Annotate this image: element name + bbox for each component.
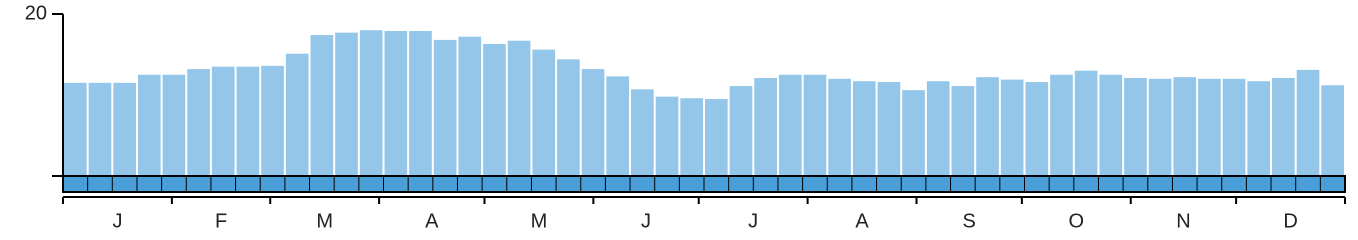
bar: [1148, 78, 1172, 176]
bar: [557, 59, 580, 176]
bar: [211, 66, 235, 176]
x-tick-label: J: [112, 210, 122, 232]
bar: [483, 43, 506, 176]
bar: [137, 74, 161, 176]
bar: [1074, 70, 1098, 176]
bar: [1050, 74, 1073, 176]
bar: [778, 74, 802, 176]
x-tick-label: M: [531, 210, 548, 232]
bar: [828, 78, 851, 176]
bar: [754, 77, 777, 176]
bar: [606, 76, 630, 176]
bar: [852, 81, 876, 176]
x-tick-label: J: [641, 210, 651, 232]
bar: [1025, 82, 1049, 176]
bar: [532, 49, 556, 176]
bar: [655, 96, 679, 176]
bar: [310, 35, 334, 177]
x-tick-label: J: [748, 210, 758, 232]
bar: [1296, 69, 1320, 176]
x-tick-label: A: [425, 210, 439, 232]
bar: [631, 89, 654, 176]
bar: [1198, 78, 1221, 176]
bar: [1173, 77, 1197, 176]
x-tick-label: S: [963, 210, 976, 232]
bar: [1124, 77, 1147, 176]
bar: [1222, 78, 1246, 176]
bar: [1099, 74, 1123, 176]
bar: [951, 86, 975, 176]
bar: [409, 31, 432, 177]
bar: [236, 66, 260, 176]
bar: [803, 74, 827, 176]
y-tick-label: 20: [25, 2, 47, 24]
bar: [1321, 85, 1344, 176]
bar: [1000, 79, 1024, 176]
bar: [507, 40, 531, 177]
x-tick-label: M: [316, 210, 333, 232]
bar: [729, 86, 753, 176]
bar: [680, 98, 703, 176]
bar: [433, 39, 457, 176]
bar: [705, 99, 728, 176]
x-tick-label: A: [855, 210, 869, 232]
bar: [88, 82, 112, 176]
bar: [162, 74, 186, 176]
bar: [877, 82, 901, 176]
bar: [458, 36, 482, 177]
bar: [1247, 81, 1271, 176]
x-tick-label: F: [215, 210, 227, 232]
x-tick-label: O: [1069, 210, 1085, 232]
bar: [581, 69, 605, 176]
bar: [285, 53, 309, 176]
bar: [384, 31, 408, 177]
bar: [902, 90, 925, 176]
bar: [113, 82, 136, 176]
bar: [1272, 77, 1295, 176]
bar: [359, 30, 383, 177]
bar: [64, 82, 87, 176]
bar: [187, 69, 210, 176]
bar: [335, 32, 358, 176]
bar: [926, 81, 950, 176]
bar: [976, 77, 999, 176]
bar: [261, 65, 284, 176]
x-tick-label: D: [1283, 210, 1297, 232]
x-tick-label: N: [1176, 210, 1190, 232]
